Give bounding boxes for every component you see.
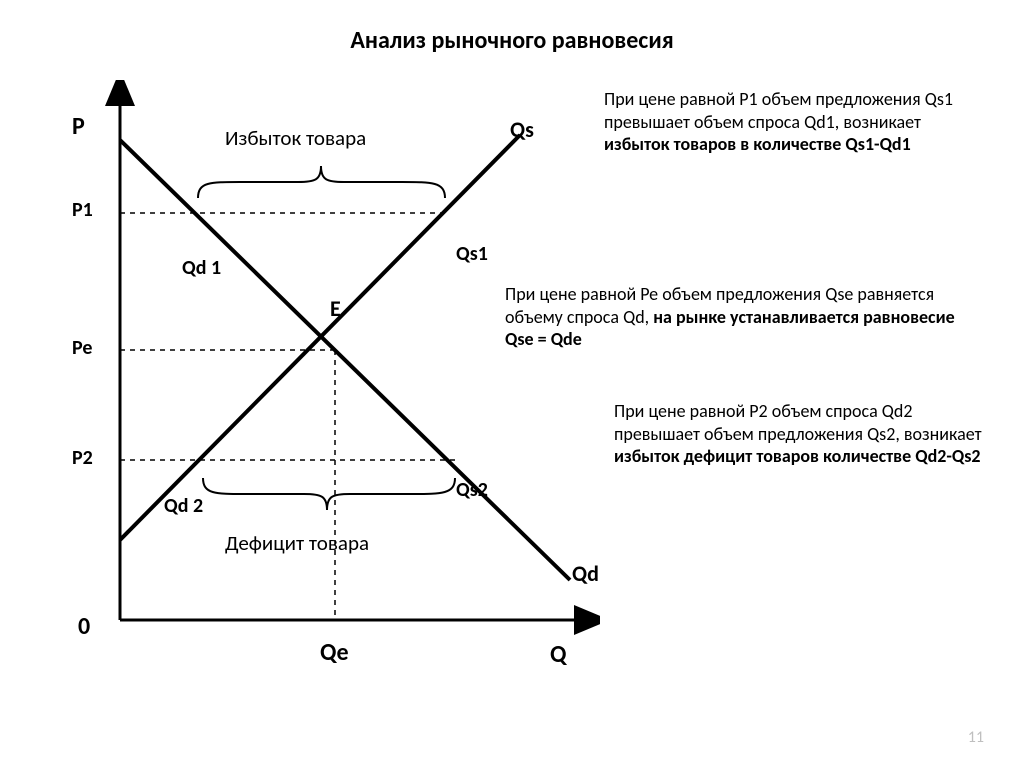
deficit-caption: Дефицит товара [225,530,369,556]
deficit-description: При цене равной P2 объем спроса Qd2 прев… [614,400,984,468]
surplus-caption: Избыток товара [225,125,366,151]
pe-label: Pe [72,336,92,360]
surplus-text-plain: При цене равной P1 объем предложения Qs1… [604,88,953,133]
chart-svg [40,80,600,670]
surplus-text-bold: избыток товаров в количестве Qs1-Qd1 [604,133,911,155]
e-label: E [330,295,341,322]
surplus-description: При цене равной P1 объем предложения Qs1… [604,88,989,156]
origin-label: 0 [78,612,90,641]
equilibrium-chart: P P1 Pe P2 0 Q Qe Qs Qd Qd 1 Qs1 E Qd 2 … [40,80,600,670]
p2-label: P2 [72,446,93,470]
qs2-label: Qs2 [456,478,488,502]
y-axis-label: P [72,112,85,141]
deficit-text-bold: избыток дефицит товаров количестве Qd2-Q… [614,445,981,467]
slide-title: Анализ рыночного равновесия [0,26,1024,55]
p1-label: P1 [72,198,93,222]
qe-label: Qe [320,638,349,667]
slide: Анализ рыночного равновесия [0,0,1024,767]
page-number: 11 [968,728,984,747]
qd2-label: Qd 2 [164,494,203,518]
qd1-label: Qd 1 [182,256,221,280]
equilibrium-description: При цене равной Pe объем предложения Qse… [505,283,965,351]
deficit-text-plain: При цене равной P2 объем спроса Qd2 прев… [614,400,982,445]
qs1-label: Qs1 [456,242,488,266]
x-axis-label: Q [550,640,566,669]
surplus-brace [198,166,445,198]
qd-label: Qd [572,560,599,587]
qs-label: Qs [510,116,534,143]
deficit-brace [203,478,455,510]
